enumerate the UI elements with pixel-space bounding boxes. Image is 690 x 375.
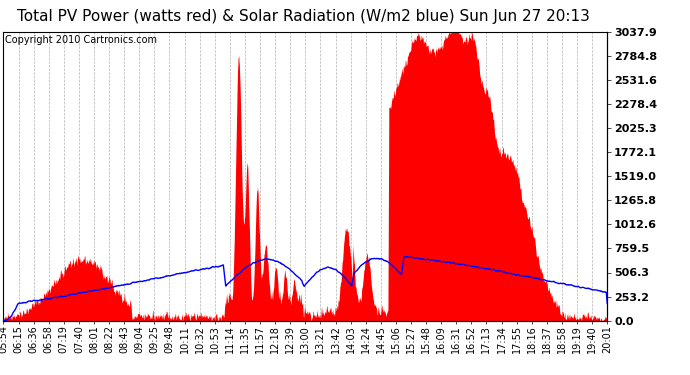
Text: Total PV Power (watts red) & Solar Radiation (W/m2 blue) Sun Jun 27 20:13: Total PV Power (watts red) & Solar Radia… (17, 9, 590, 24)
Text: Copyright 2010 Cartronics.com: Copyright 2010 Cartronics.com (5, 35, 157, 45)
